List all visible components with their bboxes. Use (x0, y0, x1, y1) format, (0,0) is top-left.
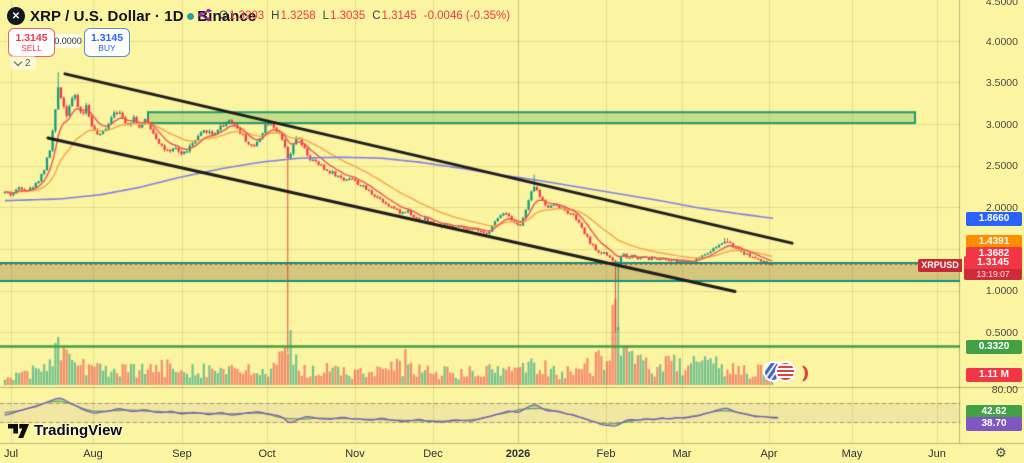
buy-label: BUY (98, 43, 116, 53)
price-tick: 2.0000 (985, 202, 1018, 214)
tradingview-logo[interactable]: TradingView (8, 422, 122, 439)
symbol-price-tag: XRPUSD (918, 259, 962, 272)
time-tick-Feb: Feb (596, 448, 616, 460)
high-value: 1.3258 (280, 10, 316, 22)
sell-label: SELL (21, 43, 42, 53)
symbol-title[interactable]: XRP / U.S. Dollar · 1D · Binance (30, 8, 257, 25)
time-tick-Mar: Mar (672, 448, 692, 460)
gear-icon[interactable]: ⚙ (995, 445, 1007, 460)
xrp-logo-icon: ✕ (7, 7, 25, 25)
buy-button[interactable]: 1.3145 BUY (84, 28, 130, 57)
price-tick: 3.5000 (985, 77, 1018, 89)
ohlc-readout: O1.3203 H1.3258 L1.3035 C1.3145 -0.0046 (-0.… (219, 10, 511, 22)
price-tick: 4.5000 (985, 0, 1018, 8)
time-tick-2026: 2026 (505, 448, 531, 460)
open-value: 1.3203 (228, 10, 265, 22)
collapsed-indicators-chip[interactable]: 2 (10, 56, 36, 70)
time-tick-Aug: Aug (83, 448, 103, 460)
buy-price: 1.3145 (90, 32, 124, 44)
rsi-ma-value: 42.62 (966, 405, 1022, 419)
tradingview-logo-text: TradingView (34, 422, 123, 439)
current-price-label: 1.3145 13:19:07 (964, 256, 1022, 280)
currency-pair-icon (763, 360, 808, 385)
tradingview-mark-icon (8, 423, 29, 438)
volume-value: 1.11 M (966, 368, 1022, 382)
change-value: -0.0046 (-0.35%) (423, 10, 511, 22)
price-tick: 0.5000 (985, 327, 1018, 339)
time-tick-Sep: Sep (172, 448, 192, 460)
time-tick-Jul: Jul (3, 448, 19, 460)
price-tick: 2.5000 (985, 160, 1018, 172)
time-tick-May: May (841, 448, 863, 460)
sell-button[interactable]: 1.3145 SELL (8, 28, 55, 57)
time-tick-Apr: Apr (760, 448, 778, 460)
market-status-dot-icon (187, 13, 194, 20)
time-tick-Nov: Nov (345, 448, 365, 460)
spread-value: 0.0000 (54, 34, 82, 48)
time-tick-Dec: Dec (423, 448, 443, 460)
price-tick: 4.0000 (985, 36, 1018, 48)
price-tick: 3.0000 (985, 119, 1018, 131)
share-flow-icon[interactable] (198, 8, 211, 27)
time-tick-Jun: Jun (928, 448, 946, 460)
bar-countdown: 13:19:07 (964, 269, 1022, 280)
rsi-value: 38.70 (966, 417, 1022, 431)
support-level-value: 0.3320 (966, 340, 1022, 354)
close-value: 1.3145 (381, 10, 417, 22)
current-price-value: 1.3145 (964, 256, 1022, 269)
long-ma-value: 1.8660 (966, 212, 1022, 226)
low-value: 1.3035 (330, 10, 366, 22)
chevron-down-icon (13, 57, 23, 66)
price-tick: 80.00 (991, 384, 1018, 396)
collapsed-indicators-count: 2 (25, 57, 31, 69)
time-tick-Oct: Oct (258, 448, 276, 460)
slow-ema-value: 1.4391 (966, 235, 1022, 249)
sell-price: 1.3145 (15, 32, 48, 44)
price-tick: 1.0000 (985, 285, 1018, 297)
